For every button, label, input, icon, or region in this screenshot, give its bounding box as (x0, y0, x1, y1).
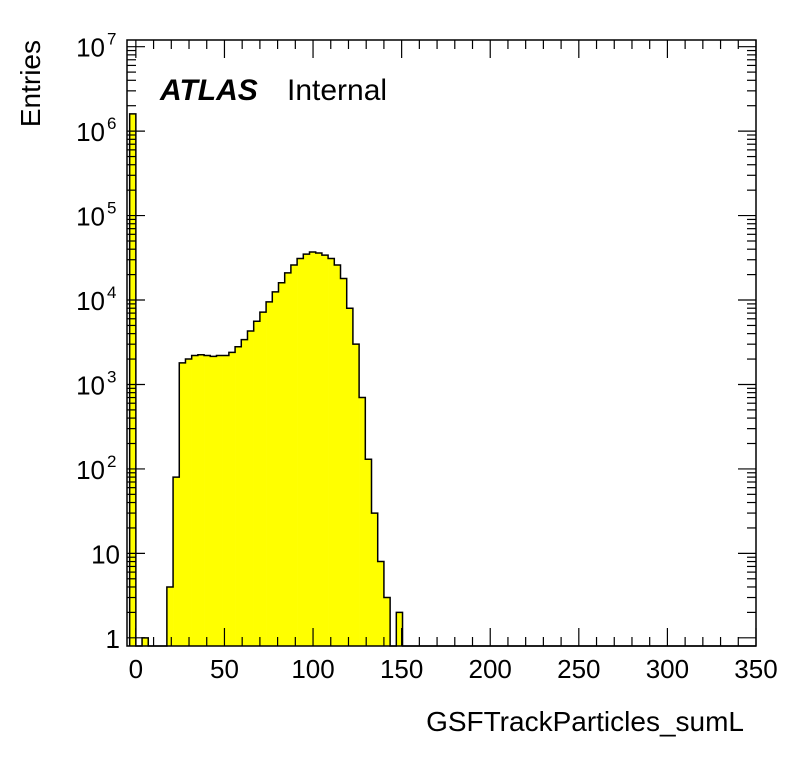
histogram-bar (204, 355, 211, 646)
x-tick-label: 200 (469, 654, 512, 684)
y-tick-exponent: 5 (107, 199, 116, 218)
y-tick-exponent: 4 (107, 283, 116, 302)
histogram-bar (210, 356, 217, 646)
histogram-bar (309, 252, 316, 647)
histogram-bar (216, 355, 223, 646)
y-tick-label: 1 (106, 624, 120, 654)
histogram-outline (128, 113, 756, 647)
x-tick-label: 100 (291, 654, 334, 684)
histogram-bar (396, 612, 403, 646)
histogram-bar (191, 355, 199, 646)
y-tick-label: 10 (76, 455, 105, 485)
histogram-bar (228, 352, 236, 646)
histogram-bar (272, 291, 279, 646)
histogram-bar (173, 477, 180, 646)
histogram-bar (166, 586, 174, 646)
x-tick-label: 50 (210, 654, 239, 684)
x-tick-label: 250 (557, 654, 600, 684)
atlas-label: ATLAS (159, 74, 258, 107)
histogram-bar (253, 321, 261, 646)
histogram-bar (241, 339, 248, 646)
histogram-bar (247, 330, 254, 646)
histogram-bar (185, 359, 192, 646)
histogram-bar (340, 278, 348, 646)
x-tick-label: 150 (380, 654, 423, 684)
y-tick-label: 10 (76, 370, 105, 400)
histogram-bar (383, 597, 391, 646)
histogram-bar (284, 272, 292, 646)
histogram-bar (290, 264, 298, 646)
x-tick-label: 350 (734, 654, 777, 684)
histogram-bar (334, 264, 341, 646)
axis-ticks (127, 40, 757, 646)
histogram-bar (346, 308, 354, 646)
histogram-bar (142, 637, 149, 646)
y-tick-exponent: 3 (107, 367, 116, 386)
histogram-bars (129, 113, 403, 647)
histogram-bar (321, 255, 329, 646)
y-tick-label: 10 (76, 286, 105, 316)
histogram-bar (328, 258, 335, 646)
histogram-bar (371, 513, 379, 646)
plot-frame (126, 39, 757, 647)
y-tick-label: 10 (76, 33, 105, 63)
histogram-bar (235, 346, 242, 646)
histogram-bar (179, 362, 186, 646)
histogram-bar (352, 344, 360, 646)
histogram-bar (259, 312, 267, 646)
x-tick-label: 0 (129, 654, 143, 684)
y-axis-title: Entries (15, 40, 46, 127)
y-tick-label: 10 (76, 117, 105, 147)
y-tick-exponent: 6 (107, 114, 116, 133)
histogram-bar (315, 253, 323, 647)
y-tick-label: 10 (76, 202, 105, 232)
histogram-bar (197, 354, 205, 646)
histogram-bar (266, 301, 273, 646)
histogram-bar (365, 459, 372, 646)
histogram-bar (359, 397, 366, 646)
x-axis-title: GSFTrackParticles_sumL (426, 706, 744, 737)
x-tick-labels: 0 50 100 150 200 250 300 350 (129, 654, 778, 684)
histogram-bar (222, 355, 230, 646)
histogram-bar (129, 113, 137, 646)
histogram-bar (303, 254, 310, 646)
histogram-bar (377, 561, 385, 646)
histogram-bar (278, 282, 285, 646)
internal-label: Internal (287, 74, 387, 107)
histogram-bar (297, 258, 304, 646)
y-tick-exponent: 7 (107, 30, 116, 49)
x-tick-label: 300 (646, 654, 689, 684)
y-tick-exponent: 2 (107, 452, 116, 471)
y-tick-label: 10 (91, 539, 120, 569)
